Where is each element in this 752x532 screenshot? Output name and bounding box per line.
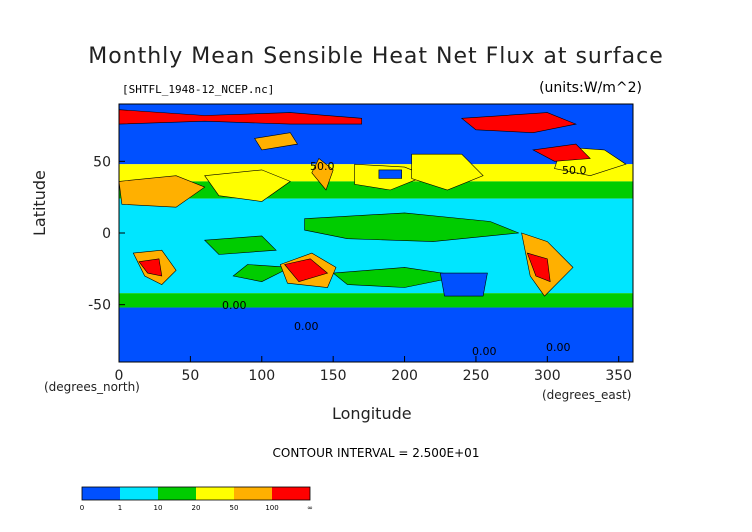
x-tick-label-3: 150 [320, 368, 347, 384]
x-axis-title: Longitude [332, 404, 412, 423]
africa-north [119, 175, 206, 208]
chart-title: Monthly Mean Sensible Heat Net Flux at s… [88, 44, 664, 69]
colorbar-swatch-2 [158, 487, 196, 500]
contour-label-2: 0.00 [294, 320, 319, 333]
y-unit-label: (degrees_north) [44, 380, 140, 394]
colorbar-level-3: 20 [192, 504, 201, 512]
colorbar-frame [81, 486, 311, 501]
x-tick-label-6: 300 [534, 368, 561, 384]
colorbar-swatch-3 [196, 487, 234, 500]
contour-label-1: 0.00 [222, 299, 247, 312]
chart-subtitle: [SHTFL_1948-12_NCEP.nc] [122, 83, 275, 96]
japan-zone [311, 158, 334, 191]
patch-pacific-green [304, 212, 519, 242]
band-south-mid [119, 293, 633, 308]
contour-label-0: 50.0 [310, 160, 335, 173]
plot-frame [118, 103, 634, 363]
colorbar-level-4: 50 [230, 504, 239, 512]
colorbar-level-1: 1 [118, 504, 122, 512]
colorbar-level-0: 0 [80, 504, 84, 512]
x-tick-label-5: 250 [463, 368, 490, 384]
y-tick-label-1: 0 [102, 226, 111, 242]
band-antarctic [119, 307, 633, 362]
patch-indian-green [204, 235, 277, 255]
npac-blue-blob [378, 169, 403, 179]
colorbar-level-6: ∞ [307, 504, 313, 512]
arctic-red-edge [119, 109, 363, 125]
x-tick-label-2: 100 [248, 368, 275, 384]
x-unit-label: (degrees_east) [542, 388, 632, 402]
x-tick-label-1: 50 [181, 368, 199, 384]
labrador-red [532, 143, 591, 162]
x-tick-label-7: 350 [605, 368, 632, 384]
map-field [119, 104, 633, 362]
y-tick-label-0: 50 [93, 154, 111, 170]
x-tick-label-4: 200 [391, 368, 418, 384]
patch-indian-s-green [232, 264, 292, 283]
units-label: (units:W/m^2) [539, 80, 642, 96]
colorbar-swatch-0 [82, 487, 120, 500]
y-tick-label-2: -50 [88, 298, 111, 314]
patch-southpac-green [332, 267, 462, 288]
contour-interval-note: CONTOUR INTERVAL = 2.500E+01 [272, 446, 480, 460]
south-africa-core [138, 258, 163, 277]
y-axis-title: Latitude [30, 170, 49, 236]
contour-label-5: 0.00 [546, 341, 571, 354]
colorbar-swatch-4 [234, 487, 272, 500]
colorbar-swatch-5 [272, 487, 310, 500]
contour-label-4: 50.0 [562, 164, 587, 177]
contour-label-3: 0.00 [472, 345, 497, 358]
colorbar-level-2: 10 [154, 504, 163, 512]
asia-south [204, 169, 291, 202]
south-america-core [526, 252, 551, 283]
colorbar-level-5: 100 [265, 504, 278, 512]
siberia-orange [254, 132, 298, 151]
spac-blue-blob [439, 272, 488, 297]
colorbar-swatch-1 [120, 487, 158, 500]
canada-red [460, 112, 577, 134]
patch-npac-e-yellow [411, 153, 484, 191]
australia-core [284, 258, 329, 283]
x-tick-label-0: 0 [115, 368, 124, 384]
